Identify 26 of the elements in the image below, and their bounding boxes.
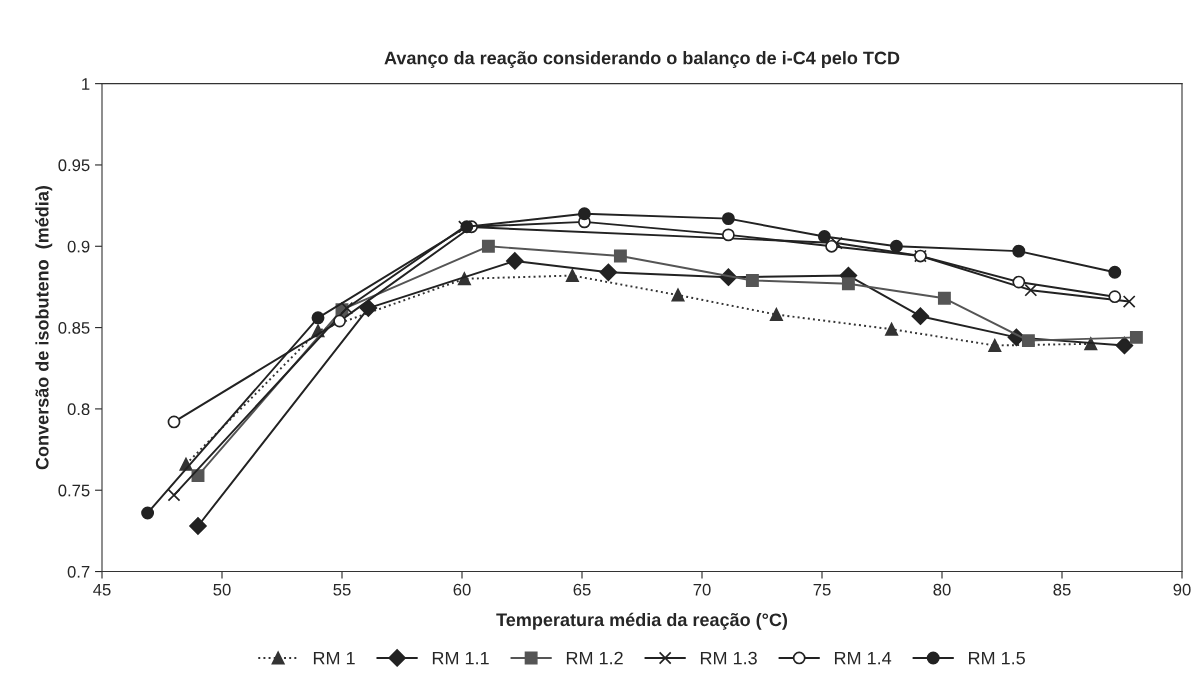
legend-label: RM 1.5: [969, 651, 1025, 665]
x-tick-label: 55: [333, 583, 351, 596]
x-tick-label: 85: [1053, 583, 1071, 596]
x-tick-label: 45: [93, 583, 111, 596]
x-tick-label: 70: [693, 583, 711, 596]
legend-label: RM 1.1: [432, 651, 489, 665]
x-tick-label: 65: [573, 583, 591, 596]
y-axis-title: Conversão de isobuteno (média): [35, 186, 53, 470]
x-tick-label: 60: [453, 583, 471, 596]
x-tick-label: 50: [213, 583, 231, 596]
y-tick-label: 0.8: [67, 403, 90, 416]
legend-label: RM 1.3: [700, 651, 757, 665]
y-tick-label: 0.9: [67, 240, 90, 253]
legend-label: RM 1.4: [834, 651, 892, 665]
y-tick-label: 0.75: [58, 484, 90, 497]
y-tick-label: 0.85: [58, 321, 90, 334]
x-tick-label: 90: [1173, 583, 1191, 596]
y-tick-label: 1: [82, 78, 90, 90]
x-tick-label: 75: [813, 583, 831, 596]
legend-label: RM 1: [313, 651, 355, 665]
x-axis-title: Temperatura média da reação (°C): [496, 612, 788, 630]
legend-label: RM 1.2: [566, 651, 623, 665]
y-tick-label: 0.95: [58, 159, 90, 172]
chart-title: Avanço da reação considerando o balanço de i-C4 pelo TCD: [384, 51, 900, 68]
x-tick-label: 80: [933, 583, 951, 596]
y-tick-label: 0.7: [67, 565, 90, 578]
